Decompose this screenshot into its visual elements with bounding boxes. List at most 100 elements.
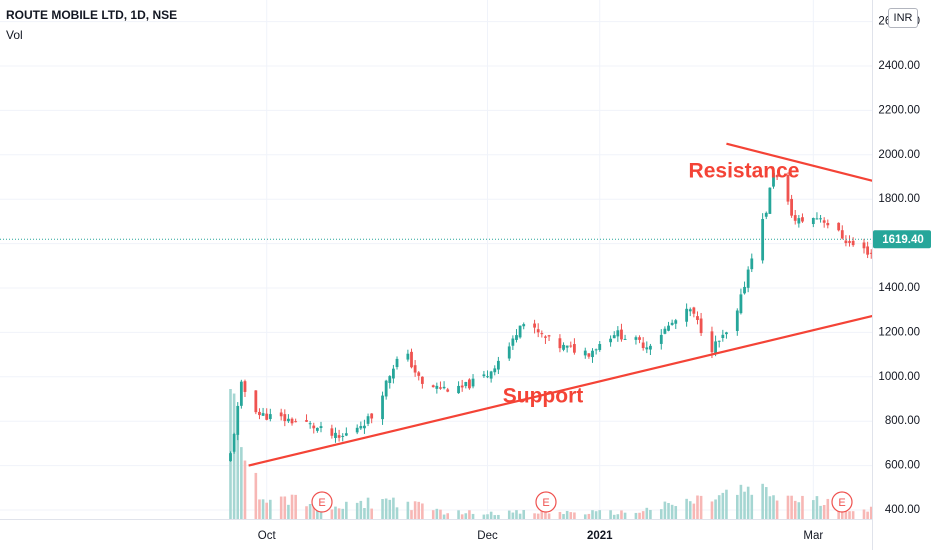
candle-body[interactable] [573,344,576,353]
candle-body[interactable] [359,426,363,429]
candle-body[interactable] [536,329,540,333]
candle-body[interactable] [439,387,442,389]
candle-body[interactable] [283,414,287,422]
candle-body[interactable] [670,322,674,325]
time-axis[interactable] [0,519,872,551]
candle-body[interactable] [739,294,743,314]
candle-body[interactable] [381,395,384,420]
candle-body[interactable] [370,413,374,419]
candle-body[interactable] [819,218,822,220]
candle-body[interactable] [337,435,341,438]
candle-body[interactable] [544,336,547,338]
candle-body[interactable] [710,331,714,353]
candle-body[interactable] [388,376,392,383]
candle-body[interactable] [446,389,450,392]
candle-body[interactable] [254,390,258,413]
candle-body[interactable] [486,376,489,378]
candle-body[interactable] [717,340,721,342]
candle-body[interactable] [287,418,290,422]
candle-body[interactable] [837,222,841,231]
candle-body[interactable] [641,342,645,349]
candle-body[interactable] [609,338,612,343]
candle-body[interactable] [844,240,848,244]
candle-body[interactable] [482,374,486,377]
candle-body[interactable] [319,426,323,428]
candle-body[interactable] [587,353,591,357]
candle-body[interactable] [869,252,873,254]
candle-body[interactable] [616,330,620,337]
candle-body[interactable] [330,428,334,436]
candle-body[interactable] [511,338,515,346]
candle-body[interactable] [692,307,696,314]
candle-body[interactable] [848,241,851,243]
candle-body[interactable] [685,308,689,322]
candle-body[interactable] [565,345,569,348]
candle-body[interactable] [775,175,779,178]
candle-body[interactable] [598,344,602,350]
candle-body[interactable] [261,413,265,416]
candle-body[interactable] [239,381,243,406]
candle-body[interactable] [265,413,269,420]
candle-body[interactable] [743,286,746,294]
candle-body[interactable] [533,323,536,328]
candle-body[interactable] [305,420,308,422]
price-axis[interactable] [872,0,932,550]
candle-body[interactable] [862,242,866,249]
candle-body[interactable] [667,325,670,331]
candle-body[interactable] [547,335,551,337]
candle-body[interactable] [663,328,667,334]
candle-body[interactable] [413,365,417,373]
candle-body[interactable] [290,418,294,424]
candle-body[interactable] [638,337,641,340]
candle-body[interactable] [442,386,446,389]
candle-body[interactable] [493,368,497,373]
candle-body[interactable] [811,217,815,225]
candle-body[interactable] [468,379,471,389]
candle-body[interactable] [344,433,348,436]
candle-body[interactable] [815,218,819,220]
candle-body[interactable] [594,349,598,351]
candle-body[interactable] [562,344,565,350]
candle-body[interactable] [714,341,717,354]
candle-body[interactable] [696,316,699,320]
candle-body[interactable] [659,334,663,344]
candle-body[interactable] [435,385,439,389]
candle-body[interactable] [522,324,526,327]
candle-body[interactable] [464,382,468,387]
candle-body[interactable] [395,358,399,368]
candle-body[interactable] [591,350,594,358]
candle-body[interactable] [457,385,460,394]
candle-body[interactable] [612,335,616,339]
candle-body[interactable] [460,385,464,388]
candle-body[interactable] [750,258,754,270]
candle-body[interactable] [840,230,844,239]
candle-body[interactable] [258,411,261,416]
candle-body[interactable] [229,453,232,462]
currency-badge[interactable]: INR [888,8,918,28]
resistance-line[interactable] [726,142,932,251]
candle-body[interactable] [688,309,692,312]
candle-body[interactable] [620,329,623,340]
earnings-marker[interactable] [311,491,333,513]
candle-body[interactable] [569,345,573,347]
candle-body[interactable] [634,337,638,340]
candle-body[interactable] [790,198,793,216]
candle-body[interactable] [826,222,830,226]
candle-body[interactable] [410,351,413,368]
candle-body[interactable] [312,425,316,429]
candle-body[interactable] [420,376,424,384]
candle-body[interactable] [721,334,725,339]
candle-body[interactable] [496,360,500,370]
candle-body[interactable] [699,318,703,334]
candle-body[interactable] [243,381,247,392]
candle-body[interactable] [268,414,272,420]
candle-body[interactable] [623,338,627,340]
candle-body[interactable] [583,350,587,356]
candle-body[interactable] [797,218,801,224]
candle-body[interactable] [236,405,240,435]
candle-body[interactable] [294,421,298,423]
candle-body[interactable] [279,412,283,417]
candle-body[interactable] [406,353,410,360]
candle-body[interactable] [768,187,772,214]
